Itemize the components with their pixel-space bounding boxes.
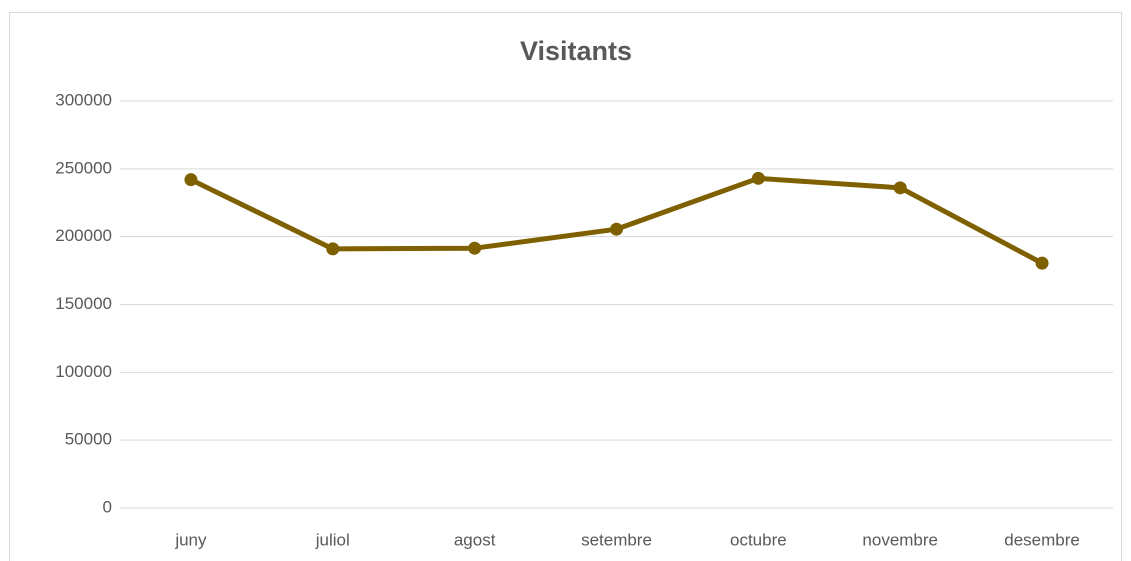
x-tick-label: juny [174, 530, 207, 549]
y-tick-label: 300000 [55, 90, 112, 109]
x-tick-label: setembre [581, 530, 652, 549]
data-point [751, 171, 765, 185]
chart-title: Visitants [520, 36, 632, 66]
y-tick-label: 250000 [55, 158, 112, 177]
y-tick-label: 150000 [55, 294, 112, 313]
data-point [326, 242, 340, 256]
chart-border [9, 12, 1122, 561]
y-tick-label: 0 [103, 497, 112, 516]
y-tick-label: 50000 [65, 430, 112, 449]
y-tick-label: 200000 [55, 226, 112, 245]
y-tick-label: 100000 [55, 362, 112, 381]
x-tick-label: novembre [862, 530, 938, 549]
data-point [468, 241, 482, 255]
data-point [184, 173, 198, 187]
x-tick-label: octubre [730, 530, 787, 549]
x-tick-label: juliol [315, 530, 350, 549]
data-point [610, 222, 623, 236]
data-point [1035, 256, 1049, 270]
data-point [893, 181, 907, 195]
x-tick-label: desembre [1004, 530, 1080, 549]
x-tick-label: agost [454, 530, 496, 549]
